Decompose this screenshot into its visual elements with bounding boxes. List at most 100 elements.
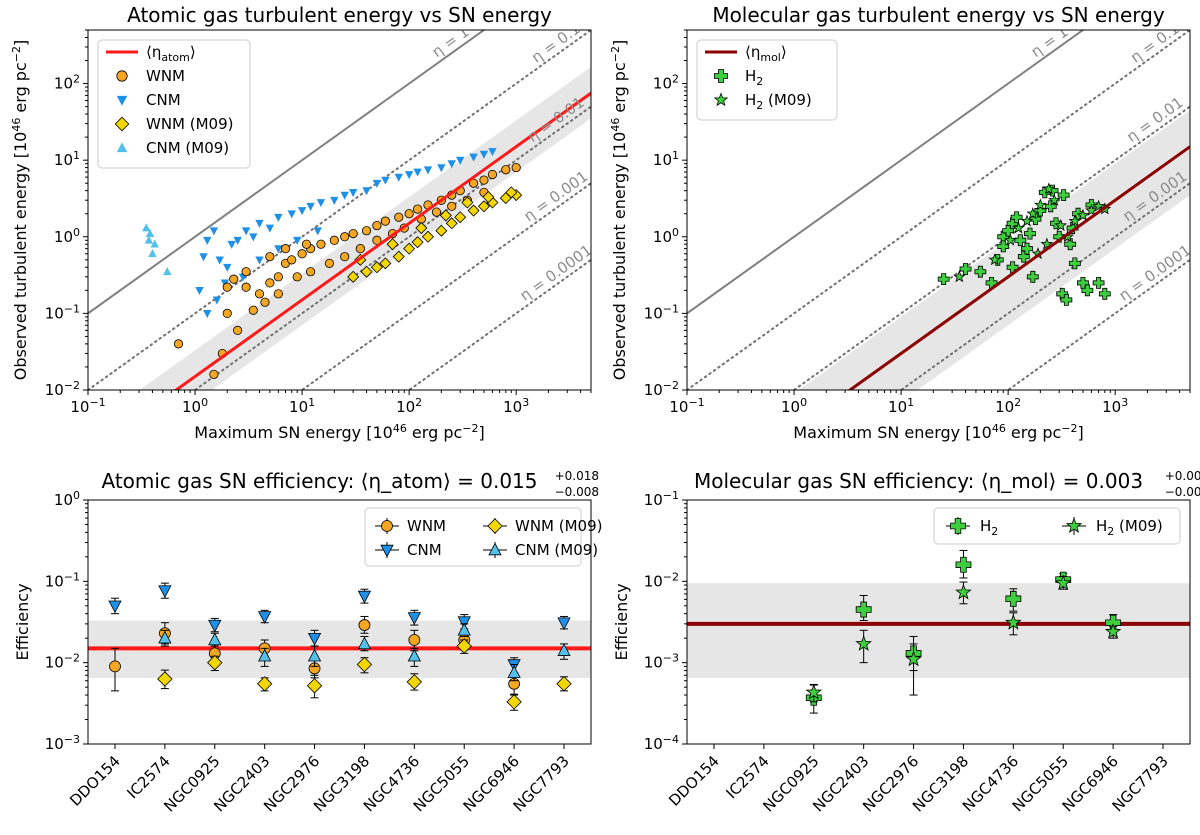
atomic-eff-legend-marker-2 <box>487 518 503 534</box>
atomic-scatter-ytick-label-base: 10 <box>45 304 64 322</box>
molecular-scatter-series-h2 <box>937 184 1111 306</box>
molecular-eff-point <box>1055 574 1072 591</box>
molecular-eff-point <box>905 650 922 667</box>
molecular-eff-ytick-label-exp: −4 <box>663 733 679 746</box>
molecular-scatter-point <box>1012 221 1025 234</box>
atomic-scatter-point <box>380 216 390 226</box>
atomic-eff-point <box>457 622 471 636</box>
molecular-scatter-point <box>1057 189 1070 201</box>
molecular-scatter-xlabel-part: ] <box>1077 423 1083 442</box>
atomic-scatter-point <box>324 258 335 268</box>
atomic-scatter-ytick-label-exp: 1 <box>73 149 80 162</box>
molecular-eff-point <box>855 635 872 651</box>
atomic-eff-legend-label-0: WNM <box>407 517 446 535</box>
atomic-scatter-ytick-label-base: 10 <box>54 75 73 93</box>
atomic-scatter-point <box>273 289 283 299</box>
atomic-eff-point <box>256 676 273 692</box>
molecular-scatter-point <box>1068 257 1081 270</box>
molecular-eff-legend: H2 H2 (M09) <box>933 507 1181 545</box>
atomic-scatter-point <box>173 339 184 349</box>
molecular-scatter-ytick-label: 10−2 <box>644 379 679 399</box>
atomic-scatter-point <box>145 228 155 237</box>
atomic-scatter-point <box>404 171 414 180</box>
atomic-scatter-frame <box>87 29 592 391</box>
atomic-scatter-xtick-label: 101 <box>289 396 315 416</box>
molecular-scatter-xtick-label-exp: 1 <box>907 396 914 409</box>
atomic-scatter-ylabel-part: erg pc <box>11 62 30 117</box>
atomic-scatter-legend-label-3: WNM (M09) <box>146 115 234 133</box>
molecular-scatter-point <box>1081 284 1094 297</box>
atomic-scatter-point <box>505 186 518 199</box>
atomic-scatter-point <box>437 164 446 173</box>
atomic-scatter-ytick-label: 10−2 <box>45 379 80 399</box>
atomic-eff-point <box>208 619 222 633</box>
atomic-scatter-ylabel-sup: −2 <box>10 46 23 62</box>
molecular-scatter-point <box>1092 277 1105 289</box>
molecular-scatter-legend-label-2: H2 (M09) <box>745 91 812 112</box>
molecular-scatter-ytick-label: 102 <box>653 73 679 93</box>
molecular-eff-legend-label-0-h: H <box>980 517 991 535</box>
atomic-scatter-point <box>163 267 172 276</box>
molecular-scatter-point <box>988 253 1002 266</box>
atomic-scatter-legend-label-1: WNM <box>146 67 185 85</box>
atomic-scatter-point <box>316 239 326 249</box>
molecular-scatter-xlabel-sup: 46 <box>992 422 1006 435</box>
molecular-scatter-xtick-label-exp: 3 <box>1121 396 1128 409</box>
molecular-scatter-point <box>959 263 972 275</box>
atomic-scatter-eta-line-1 <box>88 30 591 390</box>
molecular-eff-legend-label-1-sub: 2 <box>1107 525 1114 538</box>
atomic-scatter-ylabel-part: ] <box>11 40 30 46</box>
molecular-eff-legend-label-0: H2 <box>980 517 998 538</box>
atomic-eff-point <box>357 636 372 650</box>
molecular-eff-point <box>955 556 972 573</box>
atomic-eff-ytick-label: 10−1 <box>45 570 80 590</box>
atomic-scatter-point <box>273 272 283 282</box>
molecular-scatter-xlabel-part: erg pc <box>1006 423 1061 442</box>
atomic-scatter-point <box>469 153 478 162</box>
atomic-eff-point <box>406 674 423 690</box>
molecular-eff-point <box>805 683 822 700</box>
molecular-scatter-ylabel-part: Observed turbulent energy [10 <box>610 132 629 381</box>
atomic-scatter-point <box>423 166 433 175</box>
molecular-scatter-eta-line-3 <box>899 182 1190 390</box>
atomic-scatter-ytick-label: 101 <box>54 149 80 169</box>
atomic-eff-point <box>208 632 222 646</box>
atomic-scatter-point <box>347 270 360 283</box>
atomic-scatter-point <box>297 249 307 259</box>
atomic-scatter-point <box>241 227 251 236</box>
atomic-scatter-point <box>241 282 251 292</box>
atomic-scatter-xtick-label-base: 10 <box>70 398 89 416</box>
molecular-scatter-point <box>1053 230 1066 243</box>
atomic-scatter-eta-line-0 <box>88 30 486 315</box>
molecular-eff-title: Molecular gas SN efficiency: ⟨η_mol⟩ = 0… <box>694 469 1143 493</box>
molecular-eff-point <box>1005 614 1022 630</box>
atomic-eff-legend-marker-3 <box>488 542 502 556</box>
molecular-scatter-point <box>1061 230 1074 243</box>
atomic-eff-point <box>258 611 272 624</box>
molecular-scatter-mean-eta-line <box>847 145 1190 390</box>
molecular-scatter-legend-label-0-close: ⟩ <box>781 43 787 61</box>
atomic-scatter-legend-label-0: ⟨ηatom⟩ <box>146 43 196 64</box>
atomic-scatter-point <box>413 168 422 177</box>
atomic-scatter-point <box>404 209 414 219</box>
atomic-eff-legend-box <box>364 507 582 567</box>
molecular-scatter-point <box>1020 214 1034 227</box>
atomic-scatter-point <box>330 196 339 205</box>
atomic-scatter-xtick-label: 100 <box>182 396 208 416</box>
atomic-scatter-point <box>431 207 442 217</box>
molecular-scatter-ytick-label-exp: −1 <box>663 302 679 315</box>
atomic-scatter-legend-label-0-close: ⟩ <box>190 43 196 61</box>
molecular-scatter-xlabel-sup: −2 <box>1061 422 1077 435</box>
atomic-scatter-point <box>439 209 452 222</box>
molecular-eff-ytick-label: 10−3 <box>644 652 679 672</box>
molecular-scatter-ytick-label-exp: −2 <box>663 379 679 392</box>
atomic-eff-point <box>556 676 572 692</box>
atomic-scatter-legend-label-0-sub: atom <box>161 51 190 64</box>
molecular-eff-plot-area <box>687 549 1190 714</box>
atomic-scatter-point <box>360 265 373 278</box>
atomic-scatter-point <box>381 176 390 185</box>
atomic-scatter-ytick-label: 102 <box>54 73 80 93</box>
